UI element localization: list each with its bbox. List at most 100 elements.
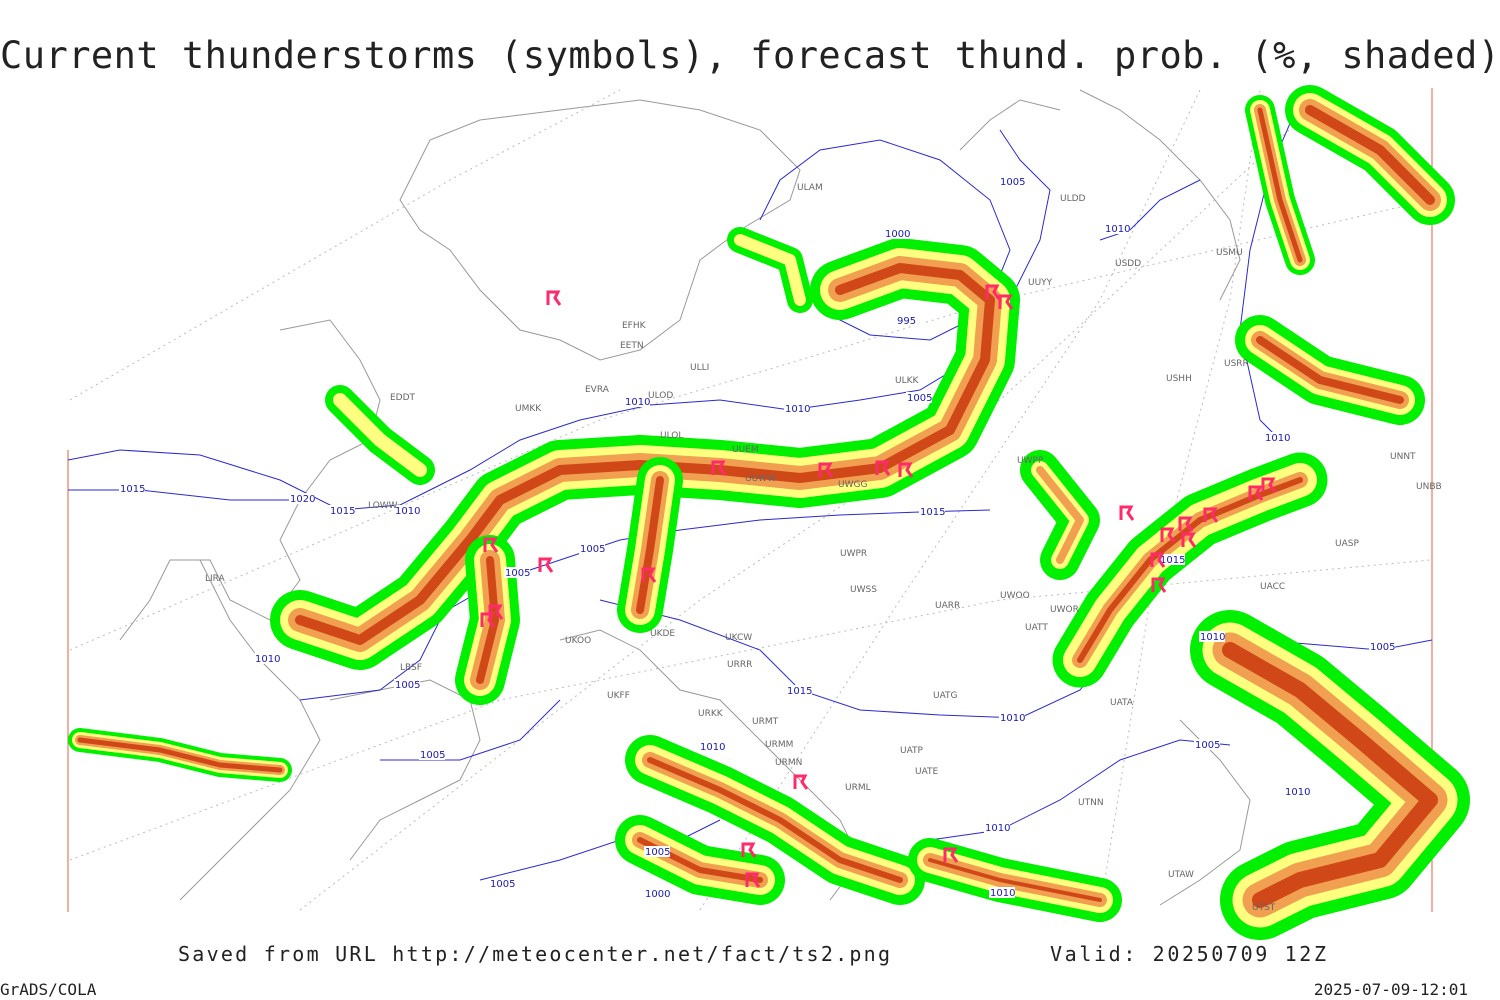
isobar-label-bg (1369, 641, 1395, 652)
isobar-label: 1010 (395, 506, 420, 517)
shading-very-high (928, 858, 1102, 902)
isobar-label-bg (624, 396, 650, 407)
thunderstorm-symbol (998, 294, 1014, 310)
isobar-label: 1005 (1195, 740, 1220, 751)
station-label: UASP (1335, 539, 1359, 549)
station-label: UATT (1025, 623, 1048, 633)
isobar-label-bg (579, 543, 605, 554)
thunderstorm-symbol (1203, 507, 1219, 523)
isobar-label: 1010 (1265, 433, 1290, 444)
isobar-label-bg (419, 749, 445, 760)
isobar-label-bg (919, 506, 945, 517)
station-label: UKDE (650, 629, 675, 639)
timestamp: 2025-07-09-12:01 (1314, 980, 1468, 999)
isobar-label-bg (119, 483, 145, 494)
shading-medium (734, 234, 806, 306)
station-label: UWOR (1050, 605, 1079, 615)
station-label: EDDT (390, 393, 416, 403)
station-label: LBSF (400, 663, 422, 673)
thunderstorm-symbol (1178, 516, 1194, 532)
isobar-label-bg (784, 403, 810, 414)
station-label: UUWW (745, 474, 776, 484)
isobar-label-bg (906, 392, 932, 403)
shading-very-high (1222, 642, 1438, 908)
station-label: ULOD (648, 391, 673, 401)
isobar-label-bg (1264, 432, 1290, 443)
thunderstorm-symbol (793, 774, 809, 790)
thunderstorm-symbol (1261, 477, 1277, 493)
shading-very-high (476, 556, 499, 684)
isobar-label-bg (644, 888, 670, 899)
station-label: UWSS (850, 585, 877, 595)
title: Current thunderstorms (symbols), forecas… (0, 34, 1500, 77)
shading-very-high (647, 757, 903, 883)
shading-medium (333, 393, 427, 477)
station-label: ULDD (1060, 194, 1086, 204)
station-label: UKFF (607, 691, 630, 701)
map-area: 1015 1020 1015 1010 1005 1005 1010 1005 1010 1010… (67, 85, 1470, 940)
thunderstorm-symbol (538, 557, 554, 573)
isobar-label-bg (1199, 631, 1225, 642)
station-label: ULAM (797, 183, 823, 193)
thunderstorm-symbol (898, 462, 914, 478)
station-label: UUEM (732, 445, 759, 455)
station-label: EVRA (585, 385, 610, 395)
isobar-label: 1000 (885, 229, 910, 240)
station-label: UTAW (1168, 870, 1194, 880)
station-label: UTNN (1078, 798, 1104, 808)
isobar-label: 1010 (990, 888, 1015, 899)
isobar-label: 1015 (920, 507, 945, 518)
station-label: USMU (1216, 248, 1243, 258)
station-label: UWPP (1017, 456, 1044, 466)
isobar-label: 1010 (1105, 224, 1130, 235)
isobar-label: 1015 (787, 686, 812, 697)
station-label: USHH (1166, 374, 1192, 384)
station-label: URMM (765, 740, 793, 750)
shading-high (1036, 466, 1084, 564)
thunderstorm-symbol (1119, 505, 1135, 521)
station-label: UMKK (515, 404, 542, 414)
shading-very-high (295, 263, 995, 645)
isobar-label: 1010 (625, 397, 650, 408)
isobar-label-bg (989, 887, 1015, 898)
isobar-label: 1015 (120, 484, 145, 495)
thunderstorm-symbol (818, 462, 834, 478)
shading-very-high (1077, 477, 1303, 663)
thunderstorm-symbol (1248, 485, 1264, 501)
isobar-label-bg (329, 505, 355, 516)
shading-very-high (77, 737, 283, 773)
isobar-label: 1005 (580, 544, 605, 555)
storm-symbols (480, 284, 1277, 888)
station-label: UWPR (840, 549, 867, 559)
thunderstorm-symbol (641, 567, 657, 583)
thunderstorm-symbol (488, 604, 504, 620)
probability-shading (68, 85, 1470, 940)
shading-very-high (1305, 105, 1435, 205)
isobar-label-bg (289, 493, 315, 504)
isobar-label: 1010 (1000, 713, 1025, 724)
station-label: ULOL (660, 431, 683, 441)
labels: 1015 1020 1015 1010 1005 1005 1010 1005 1010 1010… (119, 176, 1442, 913)
isobar-label-bg (999, 712, 1025, 723)
thunderstorm-symbol (1151, 577, 1167, 593)
station-label: URKK (698, 709, 724, 719)
station-label: ULKK (895, 376, 920, 386)
isobar-label: 1005 (505, 568, 530, 579)
station-label: USRR (1224, 359, 1249, 369)
isobar-label: 1005 (420, 750, 445, 761)
isobar-label: 1005 (395, 680, 420, 691)
software: GrADS/COLA (0, 980, 97, 999)
station-label: UNNT (1390, 452, 1416, 462)
thunderstorm-symbol (741, 842, 757, 858)
isobar-label-bg (699, 741, 725, 752)
station-label: UKOO (565, 636, 591, 646)
station-label: USDD (1115, 259, 1141, 269)
station-label: UTST (1252, 903, 1276, 913)
shading-very-high (1256, 336, 1404, 404)
isobar-label: 995 (897, 316, 916, 327)
isobar-label-bg (999, 176, 1025, 187)
thunderstorm-symbol (480, 612, 496, 628)
isobar-label: 1010 (1200, 632, 1225, 643)
station-label: UUYY (1028, 278, 1053, 288)
